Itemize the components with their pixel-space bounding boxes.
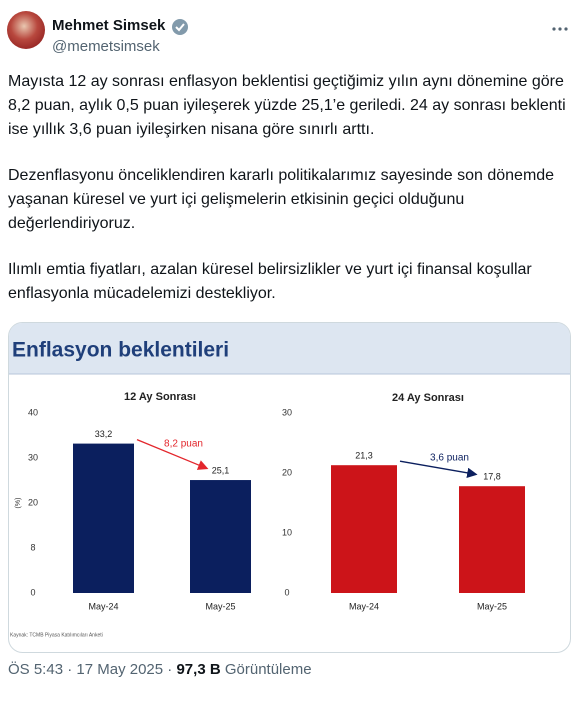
y-tick-label: 30 [282,407,292,417]
time[interactable]: ÖS 5:43 [8,661,64,678]
annotation-arrow [136,438,209,470]
y-axis-label: (%) [15,498,22,509]
image-header [9,323,570,374]
paragraph: Dezenflasyonu önceliklendiren kararlı po… [8,167,555,232]
image-title: Enflasyon beklentileri [12,339,229,362]
value-label: 21,3 [355,451,373,461]
x-tick-label: May-25 [205,601,235,611]
annotation: 8,2 puan [164,438,203,449]
y-tick-label: 10 [282,527,292,537]
x-tick-label: May-24 [349,601,379,611]
annotation: 3,6 puan [430,452,469,463]
separator: · [67,661,73,678]
chart-title: 24 Ay Sonrası [392,392,464,404]
paragraph: Ilımlı emtia fiyatları, azalan küresel b… [8,261,532,302]
chart-title: 12 Ay Sonrası [124,391,196,403]
value-label: 33,2 [95,429,113,439]
source-note: Kaynak: TCMB Piyasa Katılımcıları Anketi [10,632,103,638]
y-tick-label: 0 [284,587,289,597]
date[interactable]: 17 May 2025 [76,661,164,678]
bar [459,486,525,593]
value-label: 25,1 [212,465,230,475]
more-button[interactable] [552,27,568,31]
y-tick-label: 20 [282,467,292,477]
y-tick-label: 8 [30,542,35,552]
bar [331,465,397,593]
tweet-meta: ÖS 5:43 · 17 May 2025 · 97,3 B Görüntüle… [8,661,312,678]
separator: · [167,661,173,678]
bar [190,480,251,593]
x-tick-label: May-24 [88,601,118,611]
author-name[interactable]: Mehmet Simsek [52,17,166,34]
x-tick-label: May-25 [477,601,507,611]
bar [73,443,134,593]
verified-badge [172,19,188,35]
avatar[interactable] [7,11,45,49]
author-handle[interactable]: @memetsimsek [52,38,160,55]
y-tick-label: 20 [28,497,38,507]
views-label: Görüntüleme [224,661,312,678]
y-tick-label: 0 [30,587,35,597]
value-label: 17,8 [483,472,501,482]
y-tick-label: 30 [28,452,38,462]
tweet-text: Mayısta 12 ay sonrası enflasyon beklenti… [8,70,570,328]
view-count: 97,3 B [176,661,221,678]
annotation-arrow [399,460,478,478]
paragraph: Mayısta 12 ay sonrası enflasyon beklenti… [8,73,566,138]
y-tick-label: 40 [28,407,38,417]
image-card[interactable] [8,322,571,653]
